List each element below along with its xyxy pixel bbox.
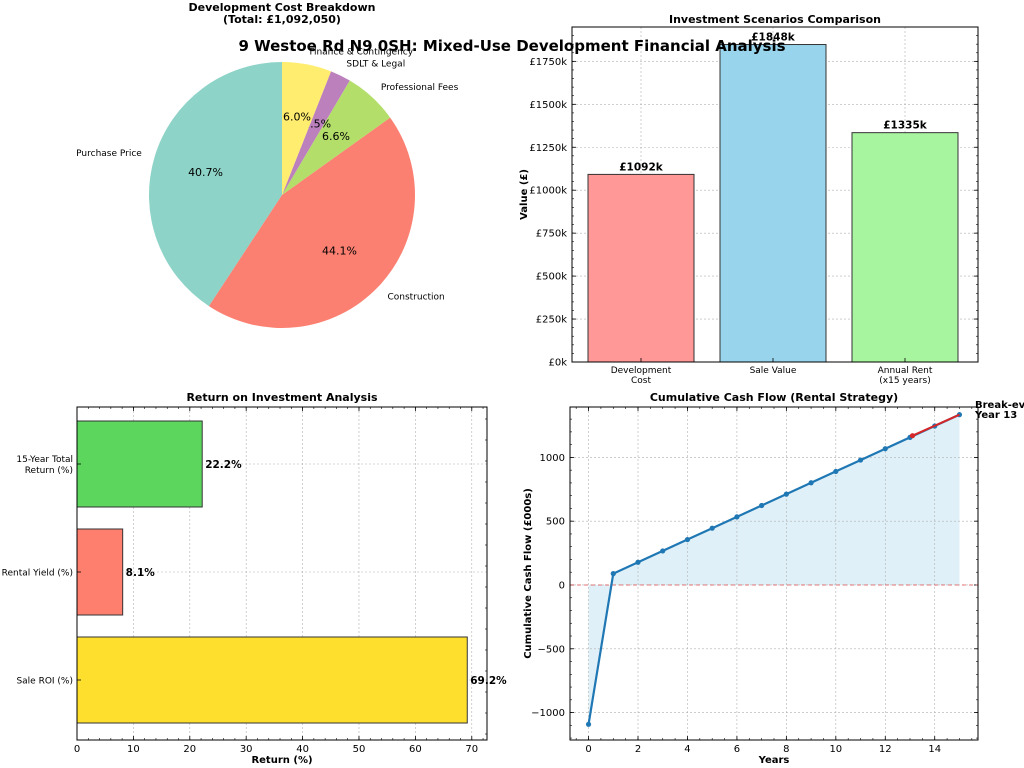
y-tick-label: £1500k <box>529 100 567 111</box>
x-tick-label: 60 <box>409 744 422 755</box>
x-tick-label: 0 <box>74 744 80 755</box>
cash-flow-point <box>759 502 765 509</box>
y-tick-label: £1750k <box>529 57 567 68</box>
bar <box>76 420 203 508</box>
x-tick-label: 2 <box>635 744 641 755</box>
pie-slice <box>282 71 350 195</box>
cash-flow-point <box>709 525 715 531</box>
y-tick-label: 1000 <box>540 453 565 464</box>
x-tick-label: 50 <box>353 744 366 755</box>
cash-flow-point <box>882 446 888 452</box>
cash-flow-point <box>684 536 691 543</box>
pie-title: Development Cost Breakdown <box>189 1 376 14</box>
cash-flow-point <box>734 514 740 520</box>
pie-slice <box>282 62 332 195</box>
line-chart-title: Cumulative Cash Flow (Rental Strategy) <box>650 391 898 404</box>
cash-flow-point <box>585 721 592 727</box>
y-tick-label: −1000 <box>531 708 565 719</box>
cash-flow-point <box>783 491 789 497</box>
pie-chart: Development Cost Breakdown(Total: £1,092… <box>76 1 459 328</box>
x-tick-label: 70 <box>465 744 478 755</box>
pie-slice <box>208 117 415 328</box>
pie-slice <box>282 80 391 195</box>
bar-value-label: £1335k <box>883 120 928 132</box>
x-tick-label: 8 <box>783 744 789 755</box>
pie-percent-label: 40.7% <box>188 166 223 179</box>
pie-category-label: Professional Fees <box>381 83 459 93</box>
y-tick-label: £0k <box>548 358 567 369</box>
y-tick-label: £1250k <box>529 143 567 154</box>
cash-flow-line <box>587 413 960 725</box>
y-tick-label: 500 <box>546 517 565 528</box>
bar <box>76 636 468 724</box>
bar-value-label: £1848k <box>751 32 796 44</box>
y-tick-label: 15-Year Total Return (%) <box>16 455 73 476</box>
pie-subtitle: (Total: £1,092,050) <box>223 13 341 26</box>
y-tick-label: £750k <box>536 229 567 240</box>
x-tick-label: 20 <box>183 744 196 755</box>
y-tick-label: £500k <box>536 272 567 283</box>
bar-value-label: £1092k <box>619 161 664 173</box>
pie-percent-label: 6.6% <box>322 130 350 143</box>
line-chart: Cumulative Cash Flow (Rental Strategy) 0 2… <box>523 391 1024 766</box>
cash-flow-area <box>588 414 960 725</box>
vertical-bar-chart: Investment Scenarios Comparison £0k £250k £… <box>519 13 979 386</box>
x-axis-label: Return (%) <box>251 755 312 766</box>
x-tick-label: Development Cost <box>611 366 672 386</box>
pie-slice <box>149 62 282 307</box>
y-tick-label: 0 <box>559 580 565 591</box>
pie-percent-label: 6.0% <box>283 111 311 124</box>
y-axis-label: Value (£) <box>519 169 530 220</box>
pie-category-label: Finance & Contingency <box>309 47 413 57</box>
cash-flow-point <box>833 468 839 475</box>
x-tick-label: 12 <box>879 744 892 755</box>
x-tick-label: 30 <box>240 744 253 755</box>
figure-title: 9 Westoe Rd N9 0SH: Mixed-Use Developmen… <box>238 37 785 55</box>
breakeven-segment <box>912 413 960 437</box>
breakeven-annotation: Break-even:Year 13 <box>974 400 1024 421</box>
breakeven-point <box>909 433 916 439</box>
x-tick-label: 0 <box>585 744 591 755</box>
bar-value-label: 69.2% <box>470 675 507 687</box>
pie-category-label: Purchase Price <box>76 149 142 159</box>
horizontal-bar-chart: Return on Investment Analysis 0 10 20 30 40 50… <box>2 391 508 766</box>
cash-flow-point <box>660 548 666 554</box>
cash-flow-point <box>808 480 814 486</box>
cash-flow-point <box>857 457 864 463</box>
x-tick-label: 40 <box>296 744 309 755</box>
x-tick-label: 4 <box>684 744 690 755</box>
bar-chart-title: Investment Scenarios Comparison <box>669 13 881 26</box>
x-tick-label: 14 <box>928 744 941 755</box>
x-tick-label: Sale Value <box>750 366 797 376</box>
bar <box>76 528 124 616</box>
bar <box>851 132 959 363</box>
y-tick-label: £1000k <box>529 186 567 197</box>
pie-category-label: SDLT & Legal <box>346 60 405 70</box>
y-tick-label: −500 <box>538 644 565 655</box>
y-tick-label: £250k <box>536 315 567 326</box>
y-tick-label: Sale ROI (%) <box>16 677 73 687</box>
x-axis-label: Years <box>758 755 790 766</box>
x-tick-label: 10 <box>829 744 842 755</box>
bar-value-label: 22.2% <box>205 459 242 471</box>
bar <box>587 173 695 363</box>
bar <box>719 44 827 363</box>
y-tick-label: Rental Yield (%) <box>2 569 73 579</box>
bar-value-label: 8.1% <box>126 567 156 579</box>
pie-percent-label: 44.1% <box>322 244 357 257</box>
hbar-chart-title: Return on Investment Analysis <box>186 391 378 404</box>
x-tick-label: 10 <box>127 744 140 755</box>
x-tick-label: 6 <box>734 744 740 755</box>
y-axis-label: Cumulative Cash Flow (£000s) <box>523 488 534 659</box>
cash-flow-point <box>635 559 641 565</box>
plot-frame <box>569 406 979 741</box>
x-tick-label: Annual Rent (x15 years) <box>878 366 933 386</box>
cash-flow-point <box>610 571 616 577</box>
plot-frame <box>571 26 979 363</box>
plot-frame <box>76 406 488 741</box>
pie-category-label: Construction <box>387 292 444 302</box>
